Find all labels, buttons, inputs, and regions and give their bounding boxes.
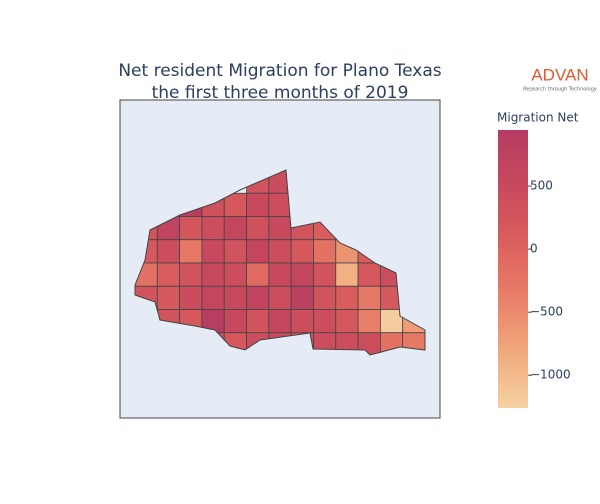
region xyxy=(335,309,359,334)
colorbar-title: Migration Net xyxy=(497,111,579,125)
region xyxy=(335,285,359,310)
region xyxy=(290,309,314,334)
region xyxy=(357,285,381,310)
region xyxy=(179,216,203,241)
region xyxy=(246,285,270,310)
logo-tagline: Research through Technology xyxy=(523,87,597,93)
region xyxy=(179,262,203,287)
region xyxy=(246,262,270,287)
region xyxy=(335,262,359,287)
region xyxy=(156,239,181,264)
region xyxy=(290,239,314,264)
region xyxy=(313,285,337,310)
region xyxy=(223,309,247,334)
region xyxy=(268,239,292,264)
colorbar xyxy=(498,130,528,408)
region xyxy=(223,285,247,310)
region xyxy=(268,309,292,334)
region xyxy=(357,262,381,287)
colorbar-tick-label: −500 xyxy=(530,305,563,319)
region xyxy=(156,285,181,310)
colorbar-tick-label: 500 xyxy=(530,179,553,193)
region xyxy=(223,216,247,241)
region xyxy=(246,309,270,334)
region xyxy=(290,285,314,310)
region xyxy=(268,285,292,310)
region xyxy=(201,216,225,241)
region xyxy=(313,309,337,334)
chart-subtitle: the first three months of 2019 xyxy=(152,83,409,103)
region xyxy=(313,239,337,264)
region xyxy=(201,239,225,264)
region xyxy=(268,216,292,241)
region xyxy=(156,262,181,287)
region xyxy=(246,192,270,217)
region xyxy=(268,262,292,287)
logo: ADVAN xyxy=(531,65,588,84)
region xyxy=(313,262,337,287)
region xyxy=(246,216,270,241)
region xyxy=(201,285,225,310)
region xyxy=(223,239,247,264)
region xyxy=(246,239,270,264)
region xyxy=(223,262,247,287)
chart-title: Net resident Migration for Plano Texas xyxy=(118,61,441,81)
region xyxy=(201,262,225,287)
colorbar-tick-label: 0 xyxy=(530,242,538,256)
region xyxy=(357,309,381,334)
region xyxy=(179,239,203,264)
region xyxy=(290,262,314,287)
colorbar-tick-label: −1000 xyxy=(530,368,571,382)
region xyxy=(179,285,203,310)
